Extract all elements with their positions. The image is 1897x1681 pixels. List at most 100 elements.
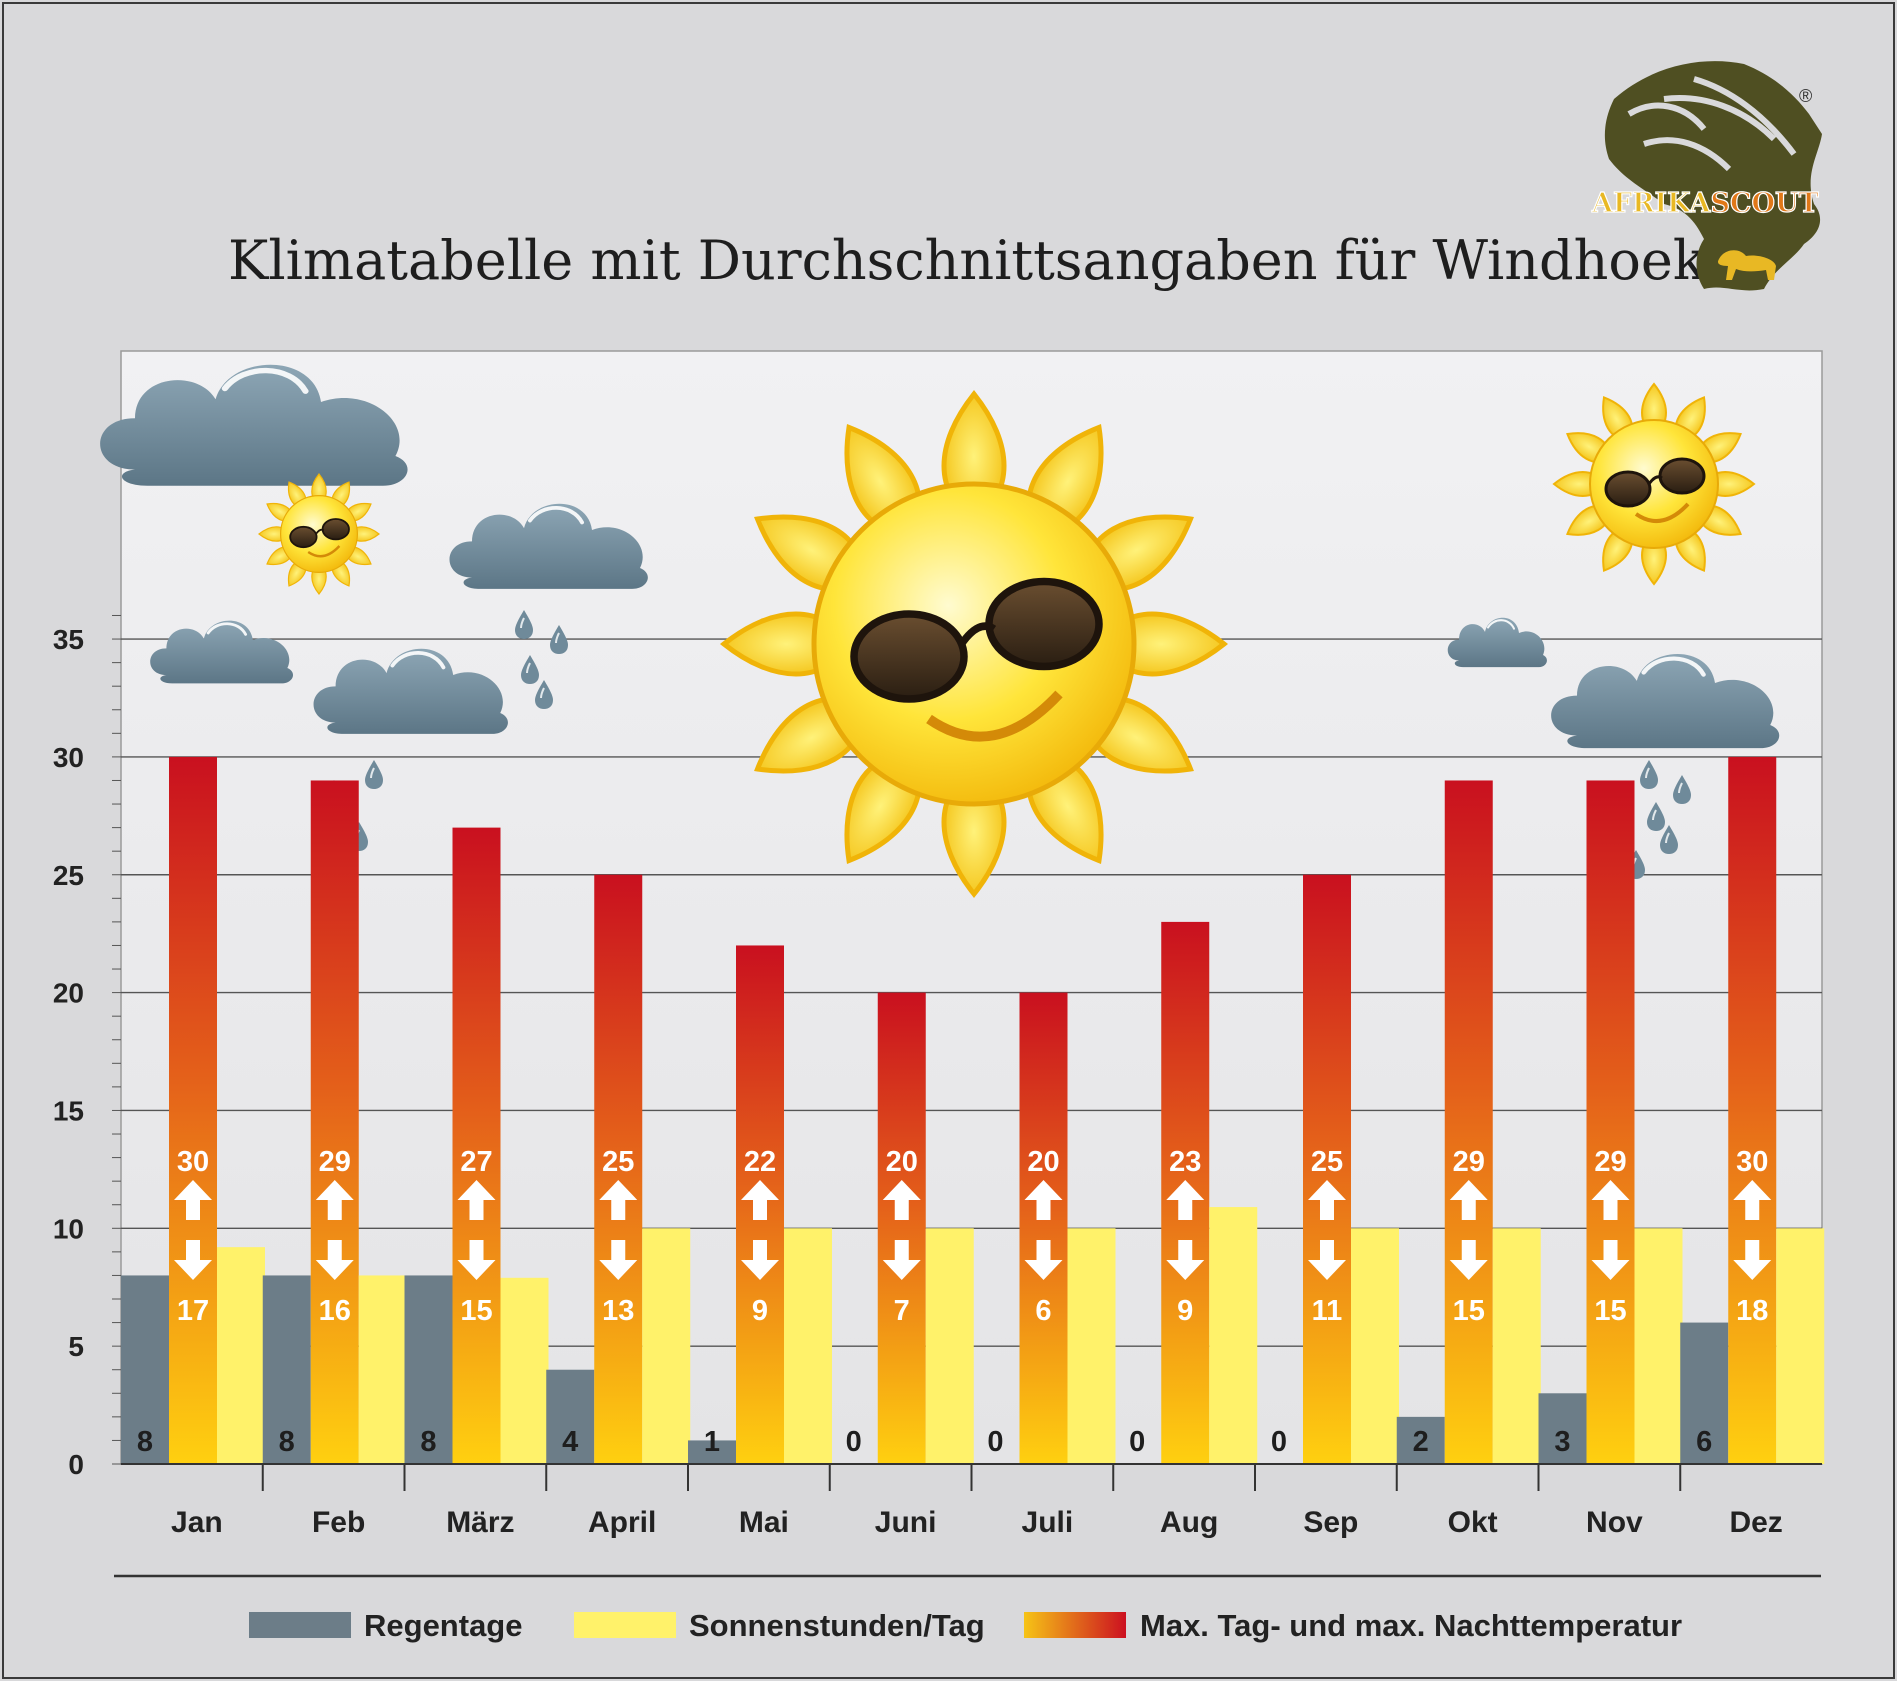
bar-regentage [1680, 1322, 1729, 1464]
bar-sonnenstunden [358, 1275, 407, 1464]
minor-ticks [112, 614, 121, 1465]
x-category-label: Jan [171, 1506, 223, 1539]
label-max-nachttemperatur: 11 [1312, 1295, 1343, 1327]
x-category-label: März [446, 1506, 514, 1539]
bar-temperatur [594, 874, 643, 1464]
arrow-down-icon [882, 1240, 921, 1280]
bar-regentage [688, 1440, 736, 1464]
legend-label-sonnenstunden: Sonnenstunden/Tag [689, 1608, 985, 1643]
bar-temperatur [169, 756, 217, 1464]
label-max-nachttemperatur: 9 [752, 1295, 768, 1327]
bar-temperatur [310, 780, 359, 1464]
bar-sonnenstunden [1776, 1228, 1825, 1464]
bar-temperatur [1586, 780, 1635, 1464]
arrow-up-icon [599, 1180, 638, 1220]
y-tick-label: 25 [53, 860, 84, 891]
label-max-nachttemperatur: 7 [894, 1295, 910, 1327]
arrow-down-icon [599, 1240, 638, 1280]
arrow-up-icon [1591, 1180, 1630, 1220]
y-tick-label: 5 [68, 1331, 84, 1362]
label-max-nachttemperatur: 15 [460, 1295, 492, 1327]
arrow-up-icon [315, 1180, 354, 1220]
registered-mark: ® [1799, 86, 1812, 106]
arrow-down-icon [1308, 1240, 1346, 1280]
bar-sonnenstunden [784, 1228, 832, 1464]
label-max-tagtemperatur: 29 [1594, 1146, 1626, 1178]
y-tick-label: 0 [68, 1449, 84, 1480]
x-category-label: Aug [1160, 1506, 1218, 1539]
bar-sonnenstunden [1492, 1228, 1541, 1464]
legend-swatch-sonnenstunden [574, 1612, 676, 1638]
arrow-down-icon [1591, 1240, 1630, 1280]
bar-temperatur [877, 992, 926, 1464]
bar-sonnenstunden [925, 1228, 974, 1464]
x-category-label: Dez [1729, 1506, 1782, 1539]
arrow-down-icon [741, 1240, 779, 1280]
label-max-tagtemperatur: 29 [1453, 1146, 1485, 1178]
lion-icon [1718, 250, 1776, 280]
bar-sonnenstunden [1209, 1207, 1258, 1464]
label-regentage: 0 [1129, 1426, 1145, 1458]
bar-regentage [262, 1275, 311, 1464]
arrow-up-icon [1449, 1180, 1488, 1220]
label-regentage: 0 [846, 1426, 862, 1458]
bar-regentage [121, 1275, 169, 1464]
label-max-tagtemperatur: 30 [1736, 1146, 1768, 1178]
label-max-tagtemperatur: 25 [1311, 1146, 1343, 1178]
bar-temperatur [452, 827, 501, 1464]
label-max-nachttemperatur: 18 [1736, 1295, 1768, 1327]
logo-brand: AFRIKASCOUT [1591, 188, 1819, 219]
label-max-nachttemperatur: 16 [319, 1295, 351, 1327]
label-max-tagtemperatur: 29 [319, 1146, 351, 1178]
x-category-label: Mai [739, 1506, 789, 1539]
arrow-up-icon [174, 1180, 212, 1220]
label-max-nachttemperatur: 17 [177, 1295, 209, 1327]
x-category-label: Juni [875, 1506, 937, 1539]
label-max-tagtemperatur: 23 [1169, 1146, 1201, 1178]
label-regentage: 1 [704, 1426, 720, 1458]
afrikascout-logo: ® AFRIKASCOUT [1590, 61, 1822, 291]
x-category-label: Sep [1303, 1506, 1358, 1539]
x-category-label: Nov [1586, 1506, 1643, 1539]
label-max-tagtemperatur: 25 [602, 1146, 634, 1178]
x-category-label: April [588, 1506, 656, 1539]
label-regentage: 4 [562, 1426, 578, 1458]
arrow-up-icon [1733, 1180, 1772, 1220]
chart-title: Klimatabelle mit Durchschnittsangaben fü… [228, 229, 1707, 292]
arrow-down-icon [1449, 1240, 1488, 1280]
arrow-down-icon [174, 1240, 212, 1280]
legend-label-regentage: Regentage [364, 1608, 522, 1643]
arrow-down-icon [1733, 1240, 1772, 1280]
x-category-label: Okt [1448, 1506, 1498, 1539]
arrow-up-icon [1308, 1180, 1346, 1220]
x-axis [121, 1463, 1822, 1491]
arrow-up-icon [1166, 1180, 1205, 1220]
y-axis-ticks: 0 5 10 15 20 25 30 35 [53, 624, 84, 1480]
label-regentage: 6 [1696, 1426, 1712, 1458]
bar-layer [121, 756, 1825, 1464]
chart-canvas: Klimatabelle mit Durchschnittsangaben fü… [53, 61, 1825, 1643]
bar-sonnenstunden [1634, 1228, 1683, 1464]
arrow-up-icon [882, 1180, 921, 1220]
label-max-nachttemperatur: 15 [1453, 1295, 1485, 1327]
label-max-nachttemperatur: 13 [602, 1295, 634, 1327]
africa-map-icon [1604, 61, 1822, 291]
bar-regentage [404, 1275, 453, 1464]
label-regentage: 3 [1554, 1426, 1570, 1458]
label-regentage: 8 [279, 1426, 295, 1458]
label-regentage: 8 [420, 1426, 436, 1458]
arrow-down-icon [315, 1240, 354, 1280]
label-regentage: 8 [137, 1426, 153, 1458]
arrow-up-icon [1024, 1180, 1063, 1220]
arrow-down-icon [1024, 1240, 1063, 1280]
y-tick-label: 20 [53, 978, 84, 1009]
bar-temperatur [1444, 780, 1493, 1464]
bar-temperatur [1728, 756, 1777, 1464]
legend-swatch-regentage [249, 1612, 351, 1638]
label-max-nachttemperatur: 6 [1035, 1295, 1051, 1327]
y-tick-label: 30 [53, 742, 84, 773]
arrow-down-icon [1166, 1240, 1205, 1280]
arrow-up-icon [457, 1180, 496, 1220]
x-category-label: Juli [1022, 1506, 1074, 1539]
